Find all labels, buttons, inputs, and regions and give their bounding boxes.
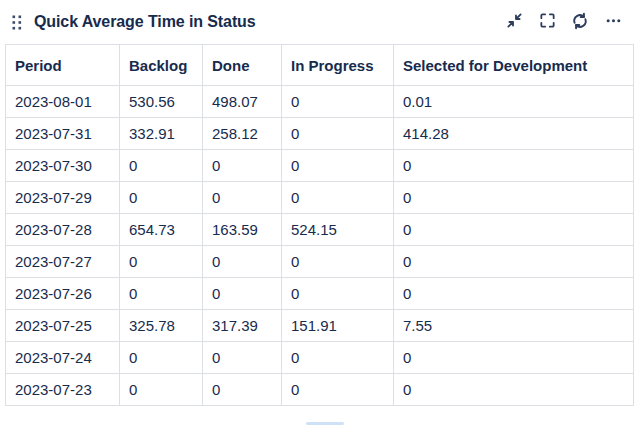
- table-cell: 0: [282, 342, 394, 374]
- table-cell: 2023-07-27: [6, 246, 120, 278]
- table-row: 2023-07-300000: [6, 150, 634, 182]
- table-row: 2023-07-270000: [6, 246, 634, 278]
- table-cell: 0: [394, 214, 634, 246]
- table-row: 2023-07-290000: [6, 182, 634, 214]
- more-button[interactable]: [600, 9, 626, 35]
- collapse-icon: [506, 12, 523, 32]
- table-cell: 654.73: [120, 214, 203, 246]
- column-header: In Progress: [282, 45, 394, 86]
- table-cell: 414.28: [394, 118, 634, 150]
- table-cell: 7.55: [394, 310, 634, 342]
- table-cell: 0: [282, 246, 394, 278]
- table-cell: 530.56: [120, 86, 203, 118]
- table-cell: 2023-07-29: [6, 182, 120, 214]
- column-header: Period: [6, 45, 120, 86]
- table-cell: 2023-07-30: [6, 150, 120, 182]
- column-header: Backlog: [120, 45, 203, 86]
- table-cell: 0: [120, 278, 203, 310]
- gadget-header: Quick Average Time in Status: [0, 0, 640, 44]
- table-row: 2023-07-28654.73163.59524.150: [6, 214, 634, 246]
- refresh-icon: [571, 12, 589, 33]
- table-cell: 2023-08-01: [6, 86, 120, 118]
- table-cell: 0: [394, 342, 634, 374]
- gadget-title: Quick Average Time in Status: [34, 13, 256, 31]
- table-cell: 0: [282, 278, 394, 310]
- table-cell: 2023-07-31: [6, 118, 120, 150]
- table-cell: 0: [120, 374, 203, 406]
- table-cell: 317.39: [203, 310, 282, 342]
- table-cell: 0: [394, 246, 634, 278]
- table-cell: 0: [203, 182, 282, 214]
- table-cell: 163.59: [203, 214, 282, 246]
- table-cell: 325.78: [120, 310, 203, 342]
- table-cell: 0.01: [394, 86, 634, 118]
- table-cell: 0: [203, 278, 282, 310]
- table-cell: 332.91: [120, 118, 203, 150]
- table-cell: 0: [203, 374, 282, 406]
- horizontal-scrollbar-thumb[interactable]: [306, 422, 344, 425]
- dashboard-gadget: Quick Average Time in Status: [0, 0, 640, 427]
- table-row: 2023-07-25325.78317.39151.917.55: [6, 310, 634, 342]
- fullscreen-button[interactable]: [534, 9, 560, 35]
- table-body: 2023-08-01530.56498.0700.012023-07-31332…: [6, 86, 634, 406]
- table-cell: 0: [120, 150, 203, 182]
- table-cell: 0: [394, 150, 634, 182]
- table-cell: 0: [282, 150, 394, 182]
- table-cell: 0: [394, 182, 634, 214]
- average-time-table: PeriodBacklogDoneIn ProgressSelected for…: [5, 44, 634, 406]
- drag-handle-icon[interactable]: [10, 13, 24, 31]
- table-cell: 0: [203, 246, 282, 278]
- table-cell: 0: [282, 86, 394, 118]
- table-row: 2023-07-230000: [6, 374, 634, 406]
- table-row: 2023-08-01530.56498.0700.01: [6, 86, 634, 118]
- table-cell: 0: [394, 374, 634, 406]
- table-cell: 0: [120, 246, 203, 278]
- column-header: Done: [203, 45, 282, 86]
- column-header: Selected for Development: [394, 45, 634, 86]
- table-cell: 2023-07-26: [6, 278, 120, 310]
- table-cell: 0: [120, 342, 203, 374]
- fullscreen-icon: [539, 12, 556, 32]
- table-cell: 498.07: [203, 86, 282, 118]
- table-cell: 0: [203, 342, 282, 374]
- table-cell: 2023-07-23: [6, 374, 120, 406]
- table-cell: 2023-07-28: [6, 214, 120, 246]
- table-cell: 0: [120, 182, 203, 214]
- table-header-row: PeriodBacklogDoneIn ProgressSelected for…: [6, 45, 634, 86]
- table-cell: 0: [203, 150, 282, 182]
- table-cell: 2023-07-24: [6, 342, 120, 374]
- table-cell: 2023-07-25: [6, 310, 120, 342]
- table-row: 2023-07-260000: [6, 278, 634, 310]
- table-cell: 258.12: [203, 118, 282, 150]
- table-cell: 0: [394, 278, 634, 310]
- refresh-button[interactable]: [567, 9, 593, 35]
- table-cell: 524.15: [282, 214, 394, 246]
- table-cell: 0: [282, 182, 394, 214]
- table-cell: 0: [282, 374, 394, 406]
- collapse-button[interactable]: [501, 9, 527, 35]
- more-icon: [605, 12, 622, 32]
- table-row: 2023-07-240000: [6, 342, 634, 374]
- table-cell: 0: [282, 118, 394, 150]
- table-row: 2023-07-31332.91258.120414.28: [6, 118, 634, 150]
- table-cell: 151.91: [282, 310, 394, 342]
